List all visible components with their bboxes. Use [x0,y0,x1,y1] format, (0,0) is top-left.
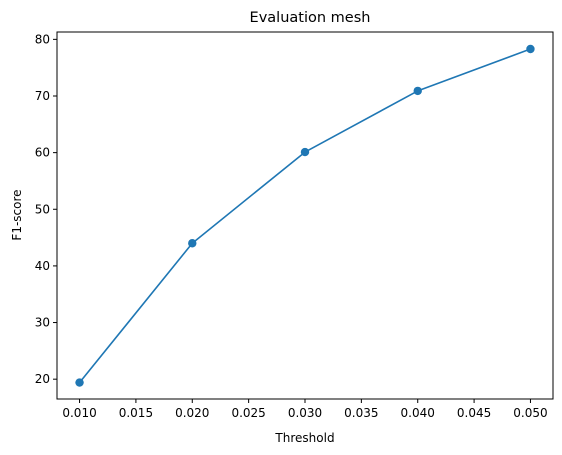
x-tick-label: 0.050 [513,406,547,420]
x-tick-label: 0.045 [457,406,491,420]
data-point [526,44,535,54]
plot-area [56,31,554,400]
y-axis: 20 30 40 50 60 70 80 [35,32,57,386]
data-point [188,239,197,248]
x-tick-label: 0.040 [401,406,435,420]
y-tick-label: 40 [35,259,50,273]
y-tick-label: 50 [35,202,50,216]
x-axis-label: Threshold [274,431,334,445]
y-tick-label: 20 [35,372,50,386]
x-tick-label: 0.015 [119,406,153,420]
x-axis: 0.010 0.015 0.020 0.025 0.030 0.035 0.040 0.045… [62,399,548,420]
chart-title: Evaluation mesh [250,10,371,26]
x-tick-label: 0.035 [344,406,378,420]
y-tick-label: 80 [35,32,50,46]
data-point [300,147,310,157]
data-point [413,86,422,96]
data-point [75,378,84,387]
y-axis-label: F1-score [10,189,24,240]
x-tick-label: 0.020 [175,406,209,420]
x-tick-label: 0.025 [231,406,265,420]
x-tick-label: 0.010 [62,406,96,420]
y-tick-label: 60 [35,146,50,160]
series-line [78,48,531,384]
y-tick-label: 30 [35,316,50,330]
series-group [75,44,535,387]
x-tick-label: 0.030 [288,406,322,420]
y-tick-label: 70 [35,89,50,103]
